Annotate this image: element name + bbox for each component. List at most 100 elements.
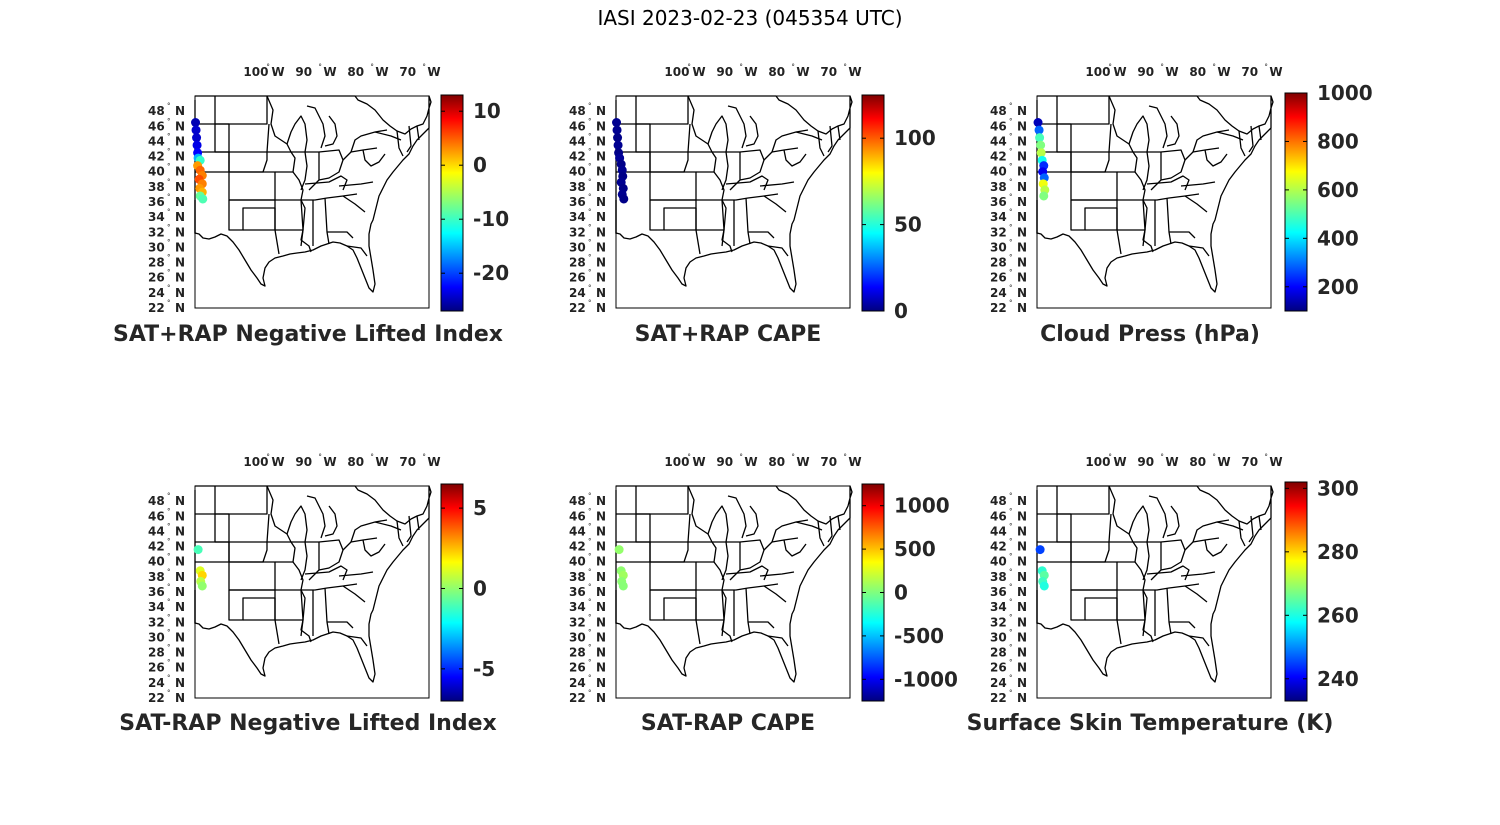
data-point (1036, 140, 1046, 150)
lat-tick-label: 32 (990, 615, 1007, 629)
colorbar-tick-label: 0 (894, 581, 908, 605)
colorbar-tick-label: 240 (1317, 667, 1359, 691)
lat-tick-hemisphere: N (1017, 210, 1027, 224)
lat-tick-hemisphere: N (596, 555, 606, 569)
map-frame (615, 95, 851, 309)
lon-tick-label: 90 (295, 65, 312, 79)
degree-symbol: ° (588, 284, 592, 292)
degree-symbol: ° (1009, 299, 1013, 307)
lat-tick-label: 46 (148, 119, 165, 133)
lon-tick-label: 80 (768, 65, 785, 79)
lat-tick-label: 42 (990, 150, 1007, 164)
colorbar (1284, 92, 1308, 312)
degree-symbol: ° (588, 613, 592, 621)
panel-title: SAT+RAP CAPE (635, 322, 822, 347)
lat-tick-label: 26 (990, 661, 1007, 675)
degree-symbol: ° (167, 299, 171, 307)
map-frame (194, 485, 430, 699)
map-frame (194, 95, 430, 309)
lon-tick-label: 90 (716, 65, 733, 79)
lat-tick-label: 28 (990, 256, 1007, 270)
lat-tick-hemisphere: N (175, 646, 185, 660)
degree-symbol: ° (588, 223, 592, 231)
colorbar-tick-label: 200 (1317, 275, 1359, 299)
lat-tick-hemisphere: N (596, 301, 606, 315)
lat-tick-hemisphere: N (175, 119, 185, 133)
degree-symbol: ° (167, 659, 171, 667)
lat-tick-hemisphere: N (1017, 271, 1027, 285)
lat-tick-hemisphere: N (1017, 240, 1027, 254)
lon-tick-hemisphere: W (427, 65, 440, 79)
lat-tick-hemisphere: N (175, 150, 185, 164)
map-frame (1036, 95, 1272, 309)
data-point (618, 581, 628, 591)
degree-symbol: ° (843, 453, 847, 461)
degree-symbol: ° (167, 163, 171, 171)
lon-tick-hemisphere: W (744, 65, 757, 79)
figure-title: IASI 2023-02-23 (045354 UTC) (597, 6, 903, 30)
lat-tick-hemisphere: N (596, 150, 606, 164)
data-point (1039, 191, 1049, 201)
lat-tick-hemisphere: N (1017, 600, 1027, 614)
lat-tick-hemisphere: N (1017, 301, 1027, 315)
degree-symbol: ° (588, 148, 592, 156)
degree-symbol: ° (588, 208, 592, 216)
lat-tick-hemisphere: N (1017, 691, 1027, 705)
degree-symbol: ° (1009, 507, 1013, 515)
degree-symbol: ° (167, 583, 171, 591)
degree-symbol: ° (791, 453, 795, 461)
lon-tick-hemisphere: W (1217, 455, 1230, 469)
data-point (192, 133, 202, 143)
degree-symbol: ° (1009, 492, 1013, 500)
lat-tick-hemisphere: N (596, 661, 606, 675)
degree-symbol: ° (588, 507, 592, 515)
degree-symbol: ° (588, 132, 592, 140)
lat-tick-label: 38 (148, 570, 165, 584)
panel-title: SAT+RAP Negative Lifted Index (113, 322, 503, 347)
colorbar (440, 94, 464, 312)
lat-tick-hemisphere: N (596, 256, 606, 270)
degree-symbol: ° (167, 507, 171, 515)
lat-tick-label: 34 (148, 210, 165, 224)
lat-tick-hemisphere: N (175, 104, 185, 118)
lat-tick-label: 26 (148, 661, 165, 675)
degree-symbol: ° (1160, 63, 1164, 71)
degree-symbol: ° (1009, 522, 1013, 530)
map-panel-3: 100° W 90 ° W 80 ° W 70 ° W48 ° N46 ° N44 ° N42 ° N40 ° N38 °… (990, 63, 1373, 347)
degree-symbol: ° (1009, 102, 1013, 110)
degree-symbol: ° (1009, 193, 1013, 201)
lat-tick-label: 34 (990, 210, 1007, 224)
lon-tick-label: 80 (1189, 455, 1206, 469)
lon-tick-hemisphere: W (848, 65, 861, 79)
degree-symbol: ° (1009, 269, 1013, 277)
degree-symbol: ° (167, 148, 171, 156)
lat-tick-label: 42 (148, 540, 165, 554)
lat-tick-hemisphere: N (596, 600, 606, 614)
degree-symbol: ° (588, 163, 592, 171)
lon-tick-label: 90 (716, 455, 733, 469)
lon-tick-label: 90 (1137, 65, 1154, 79)
lat-tick-hemisphere: N (596, 286, 606, 300)
lat-tick-hemisphere: N (596, 646, 606, 660)
lat-tick-label: 30 (990, 630, 1007, 644)
lat-tick-label: 32 (569, 225, 586, 239)
degree-symbol: ° (588, 659, 592, 667)
colorbar-tick-label: 400 (1317, 226, 1359, 250)
lat-tick-label: 22 (148, 691, 165, 705)
lat-tick-label: 28 (148, 256, 165, 270)
lat-tick-label: 38 (990, 570, 1007, 584)
degree-symbol: ° (1264, 453, 1268, 461)
degree-symbol: ° (588, 583, 592, 591)
lat-tick-hemisphere: N (175, 494, 185, 508)
colorbar-tick-label: -10 (473, 207, 509, 231)
lon-tick-label: 100 (243, 65, 268, 79)
lat-tick-hemisphere: N (596, 524, 606, 538)
lon-tick-hemisphere: W (1269, 65, 1282, 79)
lat-tick-label: 46 (990, 509, 1007, 523)
lat-tick-hemisphere: N (175, 615, 185, 629)
data-point (1033, 118, 1043, 127)
data-point (193, 545, 203, 555)
degree-symbol: ° (588, 102, 592, 110)
degree-symbol: ° (167, 598, 171, 606)
lat-tick-hemisphere: N (175, 225, 185, 239)
